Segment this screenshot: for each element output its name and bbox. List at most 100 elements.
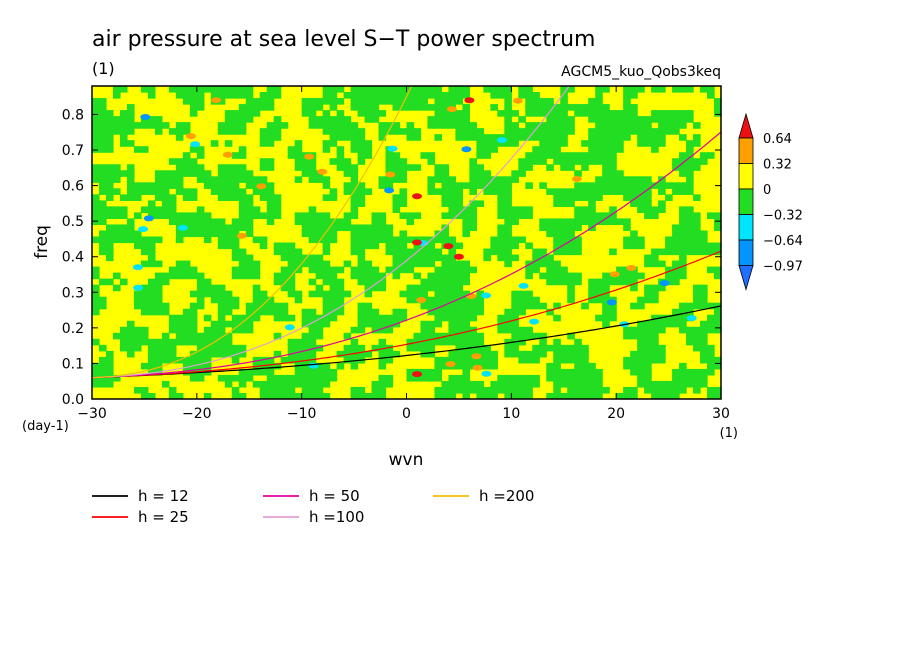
field-cell xyxy=(280,278,289,286)
field-cell xyxy=(707,242,715,250)
field-cell xyxy=(231,344,240,352)
field-cell xyxy=(518,86,526,93)
field-cell xyxy=(357,326,366,334)
field-cell xyxy=(525,242,533,250)
field-cell xyxy=(231,374,240,382)
field-cell xyxy=(147,344,156,352)
field-cell xyxy=(539,272,547,280)
field-cell xyxy=(644,206,652,213)
field-cell xyxy=(147,200,156,207)
field-cell xyxy=(126,182,135,189)
field-cell xyxy=(462,356,470,364)
field-cell xyxy=(98,380,107,388)
field-cell xyxy=(357,230,366,238)
field-cell xyxy=(315,176,324,183)
field-cell xyxy=(686,164,694,171)
field-cell xyxy=(112,188,121,195)
field-cell xyxy=(315,230,324,238)
field-cell xyxy=(105,140,114,147)
field-cell xyxy=(693,332,701,340)
field-cell xyxy=(434,386,443,394)
field-cell xyxy=(273,380,282,388)
field-cell xyxy=(581,206,589,213)
field-cell xyxy=(539,254,547,262)
field-cell xyxy=(623,356,631,364)
field-cell xyxy=(462,128,470,135)
field-cell xyxy=(364,290,373,298)
field-cell xyxy=(287,314,296,322)
field-cell xyxy=(350,206,359,213)
field-cell xyxy=(196,230,205,238)
field-cell xyxy=(567,200,575,207)
field-cell xyxy=(560,356,568,364)
field-cell xyxy=(497,200,505,207)
x-tick-label: −30 xyxy=(77,406,107,422)
field-cell xyxy=(504,92,512,99)
field-cell xyxy=(434,164,443,171)
field-cell xyxy=(644,260,652,268)
field-cell xyxy=(525,266,533,274)
field-cell xyxy=(301,338,310,346)
field-cell xyxy=(92,272,100,280)
field-cell xyxy=(133,146,142,153)
field-cell xyxy=(259,368,268,376)
field-cell xyxy=(693,374,701,382)
field-cell xyxy=(119,326,128,334)
field-cell xyxy=(651,296,659,304)
field-cell xyxy=(294,248,303,256)
field-cell xyxy=(364,152,373,159)
field-cell xyxy=(504,122,512,129)
field-cell xyxy=(567,116,575,123)
field-cell xyxy=(175,122,184,129)
field-cell xyxy=(371,104,380,111)
field-cell xyxy=(154,206,163,213)
field-cell xyxy=(483,176,491,183)
field-cell xyxy=(441,314,450,322)
field-cell xyxy=(92,308,100,316)
field-cell xyxy=(189,374,198,382)
field-cell xyxy=(322,182,331,189)
field-cell xyxy=(231,182,240,189)
field-cell xyxy=(560,122,568,129)
field-cell xyxy=(700,242,708,250)
field-cell xyxy=(490,146,498,153)
field-cell xyxy=(406,284,415,292)
field-cell xyxy=(119,170,128,177)
field-cell xyxy=(392,128,401,135)
field-cell xyxy=(525,86,533,93)
field-cell xyxy=(595,176,603,183)
field-cell xyxy=(588,188,596,195)
field-cell xyxy=(567,194,575,201)
field-cell xyxy=(210,296,219,304)
field-cell xyxy=(588,104,596,111)
field-cell xyxy=(595,116,603,123)
field-cell xyxy=(532,260,540,268)
field-cell xyxy=(546,254,554,262)
field-cell xyxy=(189,338,198,346)
field-cell xyxy=(581,368,589,376)
field-cell xyxy=(392,206,401,213)
field-cell xyxy=(147,188,156,195)
field-cell xyxy=(322,368,331,376)
field-cell xyxy=(343,332,352,340)
field-cell xyxy=(700,152,708,159)
field-cell xyxy=(553,140,561,147)
field-cell xyxy=(546,128,554,135)
field-cell xyxy=(560,392,568,399)
field-cell xyxy=(385,356,394,364)
field-cell xyxy=(553,122,561,129)
field-cell xyxy=(336,308,345,316)
field-cell xyxy=(105,248,114,256)
field-cell xyxy=(287,278,296,286)
field-cell xyxy=(504,248,512,256)
field-cell xyxy=(686,206,694,213)
field-cell xyxy=(525,326,533,334)
field-cell xyxy=(651,356,659,364)
field-cell xyxy=(364,224,373,232)
field-cell xyxy=(231,392,240,399)
field-cell xyxy=(196,212,205,220)
field-cell xyxy=(147,86,156,93)
field-cell xyxy=(350,272,359,280)
field-cell xyxy=(574,278,582,286)
field-cell xyxy=(679,182,687,189)
